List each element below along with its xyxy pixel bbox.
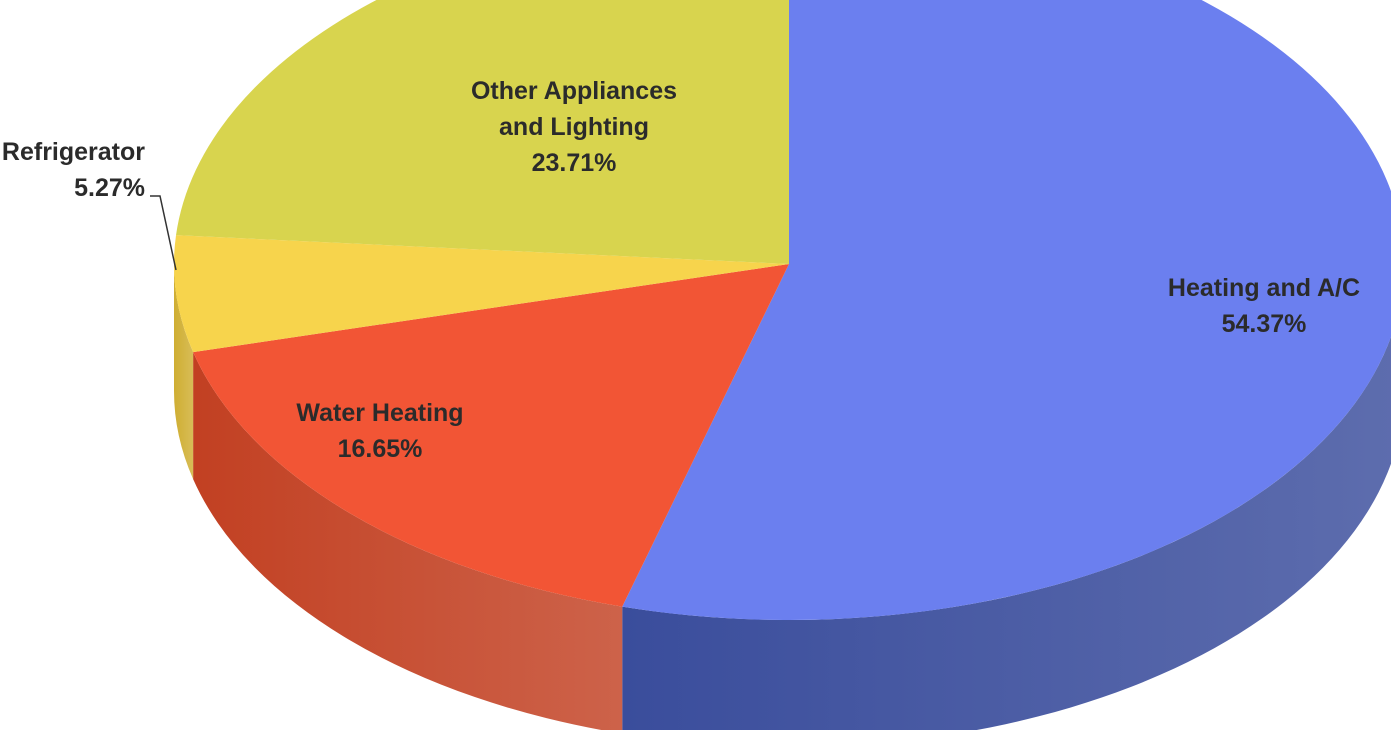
- slice-label-water-heating: Water Heating: [296, 399, 463, 427]
- pie-slice-heating-and-a-c: [622, 0, 1391, 620]
- value-label-other-appliances-and-lighting: 23.71%: [532, 149, 617, 177]
- pie-side-walls: [174, 264, 1391, 730]
- pie-slice-water-heating: [193, 264, 789, 607]
- side-wall-refrigerator: [174, 264, 194, 480]
- side-wall-heating-and-a-c: [622, 336, 1391, 730]
- slice-label-refrigerator: Refrigerator: [2, 138, 145, 166]
- value-label-water-heating: 16.65%: [338, 435, 423, 463]
- refrigerator-leader-line: [150, 195, 177, 271]
- value-label-refrigerator: 5.27%: [74, 174, 145, 202]
- pie-labels: Heating and A/C 54.37% Water Heating 16.65%…: [2, 77, 1360, 463]
- slice-label-heating-and-a-c: Heating and A/C: [1168, 274, 1360, 302]
- slice-label-other-appliances-and-lighting: Other Appliances: [471, 77, 677, 105]
- pie-slice-other-appliances-and-lighting: [176, 0, 789, 264]
- slice-label-other-appliances-and-lighting: and Lighting: [499, 113, 649, 141]
- value-label-heating-and-a-c: 54.37%: [1222, 310, 1307, 338]
- pie-slices: [174, 0, 1391, 620]
- pie-slice-refrigerator: [174, 235, 789, 353]
- side-wall-water-heating: [193, 352, 623, 730]
